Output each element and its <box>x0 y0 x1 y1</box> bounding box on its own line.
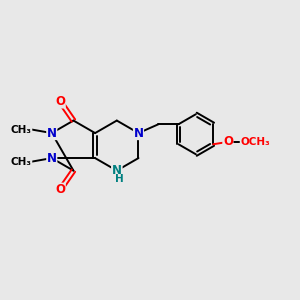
Text: H: H <box>115 174 124 184</box>
Text: CH₃: CH₃ <box>11 157 32 166</box>
Text: N: N <box>47 127 57 140</box>
Text: N: N <box>112 164 122 177</box>
Text: N: N <box>112 164 122 177</box>
Text: CH₃: CH₃ <box>11 124 32 134</box>
Text: O: O <box>223 135 233 148</box>
Text: N: N <box>134 127 143 140</box>
Text: OCH₃: OCH₃ <box>240 137 270 147</box>
Text: O: O <box>55 183 65 196</box>
Text: O: O <box>55 95 65 108</box>
Text: N: N <box>47 152 57 165</box>
